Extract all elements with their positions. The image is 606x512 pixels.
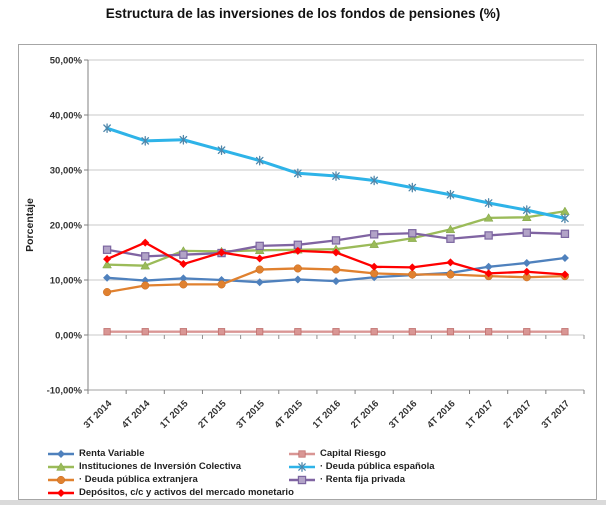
legend-item-deuda-publica-extranjera: · Deuda pública extranjera xyxy=(47,474,294,487)
legend-item-renta-fija-privada: · Renta fija privada xyxy=(288,474,435,487)
y-axis-title: Porcentaje xyxy=(24,198,36,252)
y-tick-label: 40,00% xyxy=(50,111,83,122)
chart-legend-right: Capital Riesgo · Deuda pública española · … xyxy=(288,448,435,486)
legend-label-capital-riesgo: Capital Riesgo xyxy=(320,448,386,460)
legend-item-capital-riesgo: Capital Riesgo xyxy=(288,448,435,461)
legend-marker-deuda-publica-espanola xyxy=(289,462,315,473)
x-tick-label: 2T 2017 xyxy=(501,398,533,430)
chart-title: Estructura de las inversiones de los fon… xyxy=(105,6,501,21)
legend-item-deuda-publica-espanola: · Deuda pública española xyxy=(288,461,435,474)
y-tick-label: 50,00% xyxy=(50,56,83,67)
bottom-edge-strip xyxy=(0,500,606,505)
x-tick-label: 3T 2017 xyxy=(540,398,572,430)
legend-label-depositos-mercado-monetario: Depósitos, c/c y activos del mercado mon… xyxy=(79,486,294,498)
legend-marker-capital-riesgo xyxy=(289,450,315,458)
legend-marker-deuda-publica-extranjera xyxy=(48,475,74,485)
y-tick-label: 30,00% xyxy=(50,166,83,177)
legend-label-deuda-publica-extranjera: · Deuda pública extranjera xyxy=(79,473,198,485)
x-tick-label: 1T 2016 xyxy=(311,398,343,430)
legend-marker-instituciones-inversion-colectiva xyxy=(48,462,74,471)
chart-legend-left: Renta Variable Instituciones de Inversión… xyxy=(47,448,294,499)
x-tick-label: 4T 2014 xyxy=(120,398,153,431)
legend-marker-renta-fija-privada xyxy=(289,475,315,485)
x-tick-label: 4T 2016 xyxy=(425,398,457,430)
legend-label-instituciones-inversion-colectiva: Instituciones de Inversión Colectiva xyxy=(79,461,242,473)
legend-marker-depositos-mercado-monetario xyxy=(48,488,74,497)
legend-item-renta-variable: Renta Variable xyxy=(47,448,294,461)
legend-item-instituciones-inversion-colectiva: Instituciones de Inversión Colectiva xyxy=(47,461,294,474)
y-tick-label: 0,00% xyxy=(55,331,82,342)
legend-label-deuda-publica-espanola: · Deuda pública española xyxy=(320,461,435,473)
series-markers-depositos-mercado-monetario xyxy=(103,238,569,279)
y-tick-label: 10,00% xyxy=(50,276,83,287)
x-tick-label: 3T 2016 xyxy=(387,398,419,430)
series-markers-deuda-publica-espanola xyxy=(103,123,569,224)
x-tick-label: 3T 2014 xyxy=(82,398,115,431)
legend-label-renta-variable: Renta Variable xyxy=(79,448,145,460)
legend-item-depositos-mercado-monetario: Depósitos, c/c y activos del mercado mon… xyxy=(47,486,294,499)
x-tick-label: 1T 2015 xyxy=(158,398,191,431)
x-tick-label: 2T 2015 xyxy=(196,398,229,431)
series-markers-capital-riesgo xyxy=(103,328,569,336)
x-tick-label: 2T 2016 xyxy=(349,398,381,430)
x-tick-label: 3T 2015 xyxy=(234,398,267,431)
x-tick-label: 4T 2015 xyxy=(273,398,306,431)
y-tick-label: 20,00% xyxy=(50,221,83,232)
y-tick-label: -10,00% xyxy=(47,386,83,397)
legend-marker-renta-variable xyxy=(48,450,74,459)
legend-label-renta-fija-privada: · Renta fija privada xyxy=(320,473,405,485)
x-tick-label: 1T 2017 xyxy=(463,398,495,430)
